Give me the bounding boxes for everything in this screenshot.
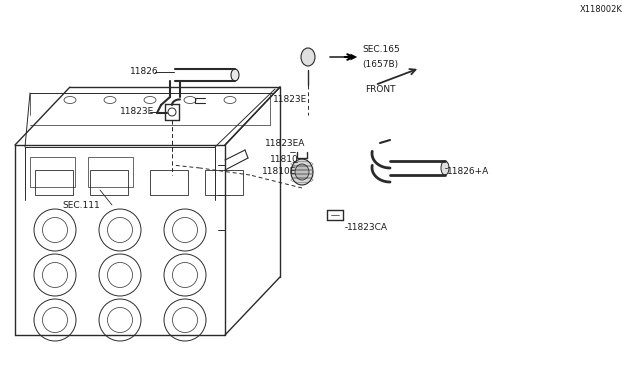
Text: SEC.111: SEC.111 (62, 201, 100, 209)
Ellipse shape (301, 48, 315, 66)
Text: X118002K: X118002K (580, 6, 623, 15)
Text: 11810E: 11810E (262, 167, 296, 176)
Text: (1657B): (1657B) (362, 61, 398, 70)
Text: 11823EA: 11823EA (265, 140, 305, 148)
Text: 11823E: 11823E (120, 108, 154, 116)
Text: 11823E: 11823E (273, 96, 307, 105)
Text: 11823CA: 11823CA (347, 222, 388, 231)
Text: 11810: 11810 (270, 155, 299, 164)
Bar (150, 170, 188, 195)
Text: 11826+A: 11826+A (447, 167, 489, 176)
Bar (30, 157, 75, 187)
Bar (205, 170, 243, 195)
Bar (35, 170, 73, 195)
Text: 11826: 11826 (130, 67, 159, 77)
Text: SEC.165: SEC.165 (362, 45, 400, 54)
Bar (90, 170, 128, 195)
Ellipse shape (231, 69, 239, 81)
Ellipse shape (295, 164, 309, 180)
Bar (88, 157, 133, 187)
Ellipse shape (441, 161, 449, 175)
Text: FRONT: FRONT (365, 86, 396, 94)
Ellipse shape (291, 159, 313, 185)
